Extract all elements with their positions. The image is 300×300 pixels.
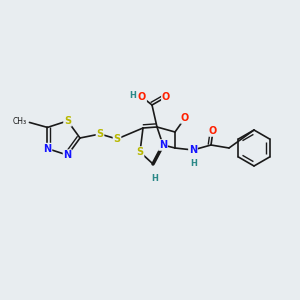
Text: N: N bbox=[159, 140, 167, 150]
Text: S: S bbox=[113, 134, 121, 144]
Text: N: N bbox=[44, 144, 52, 154]
Text: N: N bbox=[189, 145, 197, 155]
Text: O: O bbox=[138, 92, 146, 102]
Text: S: S bbox=[96, 129, 103, 139]
Text: N: N bbox=[64, 150, 72, 160]
Text: O: O bbox=[209, 126, 217, 136]
Text: H: H bbox=[152, 174, 158, 183]
Text: S: S bbox=[64, 116, 71, 126]
Text: S: S bbox=[136, 147, 144, 157]
Text: H: H bbox=[130, 92, 136, 100]
Text: CH₃: CH₃ bbox=[12, 117, 26, 126]
Text: O: O bbox=[162, 92, 170, 102]
Text: O: O bbox=[181, 113, 189, 123]
Text: H: H bbox=[190, 159, 197, 168]
